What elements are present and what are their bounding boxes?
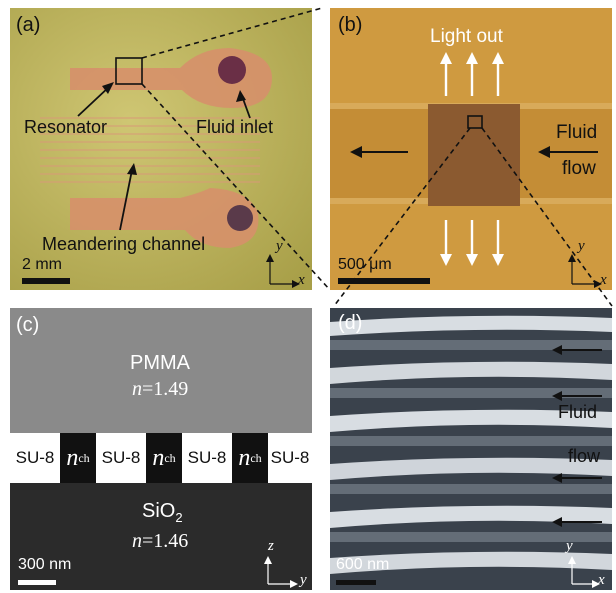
panel-label-a: (a) <box>16 14 41 36</box>
fluid-label-d: Fluid <box>558 402 598 422</box>
scale-bar-b <box>338 278 430 284</box>
axis-z-c: z <box>268 538 274 554</box>
fluid-inlet-label: Fluid inlet <box>196 117 274 137</box>
resonator-box <box>115 57 143 85</box>
sio2-index: n=1.46 <box>132 530 188 553</box>
sem-ridges <box>330 315 612 574</box>
pmma-label: PMMA <box>130 352 190 374</box>
fluid-label-b: Fluid <box>556 122 598 143</box>
axis-x-a: x <box>298 272 305 288</box>
panel-label-c: (c) <box>16 314 40 336</box>
scale-text-d: 600 nm <box>336 556 390 573</box>
meandering-channel-label: Meandering channel <box>42 234 206 254</box>
su8-block: SU-8 <box>182 433 232 483</box>
flow-label-b: flow <box>562 158 596 179</box>
channel-block: n ch <box>60 433 96 483</box>
sem-grooves <box>330 340 612 542</box>
flow-label-d: flow <box>568 446 601 466</box>
grating-region <box>428 104 520 206</box>
sio2-text: SiO <box>142 500 176 522</box>
panel-a: (a) Resonator Fluid inlet Meandering cha… <box>10 8 312 290</box>
axis-y-c: y <box>300 572 307 588</box>
axis-x-d: x <box>598 572 605 588</box>
su8-block: SU-8 <box>10 433 60 483</box>
scale-bar-c <box>18 580 56 585</box>
light-out-label: Light out <box>430 26 503 47</box>
sio2-index-value: =1.46 <box>142 530 189 552</box>
scale-text-c: 300 nm <box>18 556 72 573</box>
axis-y-a: y <box>276 238 283 254</box>
su8-block: SU-8 <box>96 433 146 483</box>
scale-bar-d <box>336 580 376 585</box>
channel-block: n ch <box>146 433 182 483</box>
channel-block: n ch <box>232 433 268 483</box>
scale-bar-a <box>22 278 70 284</box>
pmma-index-value: =1.49 <box>142 378 189 400</box>
resonator-label: Resonator <box>24 117 108 137</box>
light-out-arrows-up <box>444 60 500 96</box>
nch-n: n <box>152 444 165 471</box>
nch-n: n <box>66 444 79 471</box>
fluid-inlet-bottom <box>227 205 253 231</box>
panel-b: (b) Light out Fluid flow 500 μm y x <box>330 8 612 290</box>
pmma-n-symbol: n <box>132 378 142 400</box>
nch-n: n <box>238 444 251 471</box>
axis-y-d: y <box>566 538 573 554</box>
scale-text-b: 500 μm <box>338 256 392 273</box>
nch-sub: ch <box>78 450 90 465</box>
pmma-index: n=1.49 <box>132 378 188 401</box>
nch-sub: ch <box>164 450 176 465</box>
axis-y-b: y <box>578 238 585 254</box>
su8-block: SU-8 <box>268 433 312 483</box>
zoom-box-b <box>467 115 483 129</box>
nch-sub: ch <box>250 450 262 465</box>
fluid-inlet-top <box>218 56 246 84</box>
resonator-photo <box>330 8 612 290</box>
sio2-layer <box>10 483 312 590</box>
flow-arrows-d <box>558 349 602 523</box>
panel-label-b: (b) <box>338 14 363 36</box>
panel-label-d: (d) <box>338 312 363 334</box>
panel-c: (c) PMMA n=1.49 SiO2 n=1.46 300 nm z y <box>10 308 312 590</box>
sio2-n-symbol: n <box>132 530 142 552</box>
scale-text-a: 2 mm <box>22 256 62 273</box>
sem-image <box>330 308 612 590</box>
pmma-layer <box>10 308 312 433</box>
panel-d: (d) Fluid flow 600 nm y x <box>330 308 612 590</box>
axis-x-b: x <box>600 272 607 288</box>
sio2-subscript: 2 <box>175 510 183 525</box>
sio2-label: SiO2 <box>142 500 183 525</box>
